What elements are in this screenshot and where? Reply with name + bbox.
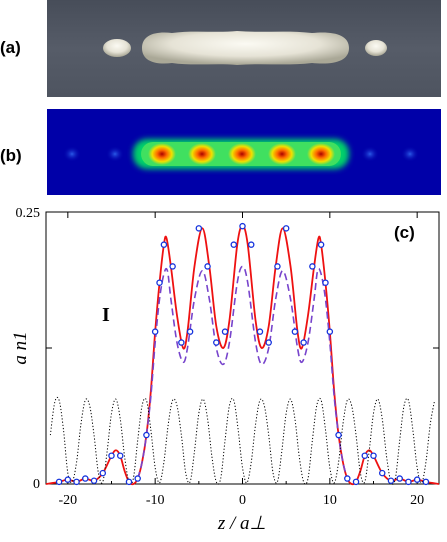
left-side-blob (103, 39, 131, 57)
series-marker (309, 263, 316, 270)
density-peak (188, 143, 216, 165)
x-axis-label: z / a⊥ (217, 513, 266, 534)
series-marker (344, 475, 351, 482)
series-marker (370, 452, 377, 459)
panel-a-label: (a) (0, 38, 21, 57)
annotation-label: I (102, 304, 110, 326)
series-marker (326, 328, 334, 335)
series-marker (413, 476, 421, 483)
series-group (45, 222, 440, 486)
series-marker (322, 279, 329, 286)
density-heatmap (47, 109, 441, 195)
faint-side-peak (63, 146, 81, 162)
series-marker (213, 339, 220, 346)
series-marker (108, 452, 115, 459)
y-tick-label-bottom: 0 (33, 477, 40, 492)
series-marker (335, 431, 342, 439)
plot-frame (45, 211, 440, 485)
y-axis-label: a n1 (10, 331, 31, 364)
density-peak (268, 143, 296, 165)
density-peak (307, 143, 335, 165)
series-marker (247, 241, 255, 248)
series-marker (82, 475, 89, 482)
series-marker (405, 478, 412, 486)
solid-series-line (45, 225, 440, 486)
series-marker (151, 328, 159, 335)
series-marker (352, 478, 360, 486)
series-marker (230, 241, 238, 248)
series-marker (125, 478, 133, 486)
series-marker (396, 475, 403, 482)
series-marker (195, 225, 203, 232)
faint-side-peak (361, 146, 379, 162)
density-peak (148, 143, 176, 165)
right-side-blob (365, 40, 387, 56)
x-ticks: -20 -10 0 10 20 (58, 212, 424, 508)
series-marker (274, 263, 281, 270)
series-marker (317, 241, 325, 248)
heatmap-shapes (63, 139, 419, 169)
series-marker (160, 241, 168, 248)
x-tick-label: 20 (410, 493, 424, 508)
central-cloud (142, 31, 349, 65)
series-marker (116, 452, 124, 459)
series-marker (378, 469, 386, 477)
panel-b-label: (b) (0, 146, 22, 165)
series-marker (134, 475, 141, 482)
density-profile-chart: -20 -10 0 10 20 0.25 0 (c) I z / a⊥ a n1 (0, 198, 447, 542)
series-marker (178, 339, 185, 346)
dashed-series-line (136, 265, 349, 479)
series-marker (143, 431, 150, 439)
series-marker (387, 477, 395, 484)
faint-side-peak (106, 146, 124, 162)
density-peak (228, 143, 256, 165)
series-marker (422, 478, 430, 486)
faint-side-peak (401, 146, 419, 162)
series-marker (361, 452, 369, 459)
series-marker (55, 478, 63, 486)
y-ticks (46, 211, 439, 485)
series-marker (169, 263, 176, 270)
series-marker (265, 339, 272, 346)
series-marker (156, 279, 163, 286)
series-marker (186, 328, 194, 335)
isosurface-shapes (103, 31, 387, 65)
series-marker (291, 328, 299, 335)
y-tick-label-top: 0.25 (16, 206, 41, 221)
panel-c-label: (c) (394, 223, 415, 242)
series-marker (99, 469, 107, 477)
series-marker (300, 339, 307, 346)
series-marker (64, 476, 72, 483)
x-tick-label: 10 (323, 493, 337, 508)
series-marker (221, 328, 229, 335)
series-marker (73, 478, 80, 486)
dotted-series-line (49, 396, 436, 485)
x-tick-label: -20 (58, 493, 77, 508)
x-tick-label: 0 (239, 493, 246, 508)
density-isosurface-render (47, 0, 441, 97)
x-tick-label: -10 (146, 493, 165, 508)
series-marker (90, 477, 98, 484)
series-marker (256, 328, 264, 335)
chart-svg: -20 -10 0 10 20 0.25 0 (c) I z / a⊥ a n1 (10, 206, 440, 534)
series-marker (282, 225, 290, 232)
series-marker (239, 222, 246, 230)
series-marker (204, 263, 211, 270)
